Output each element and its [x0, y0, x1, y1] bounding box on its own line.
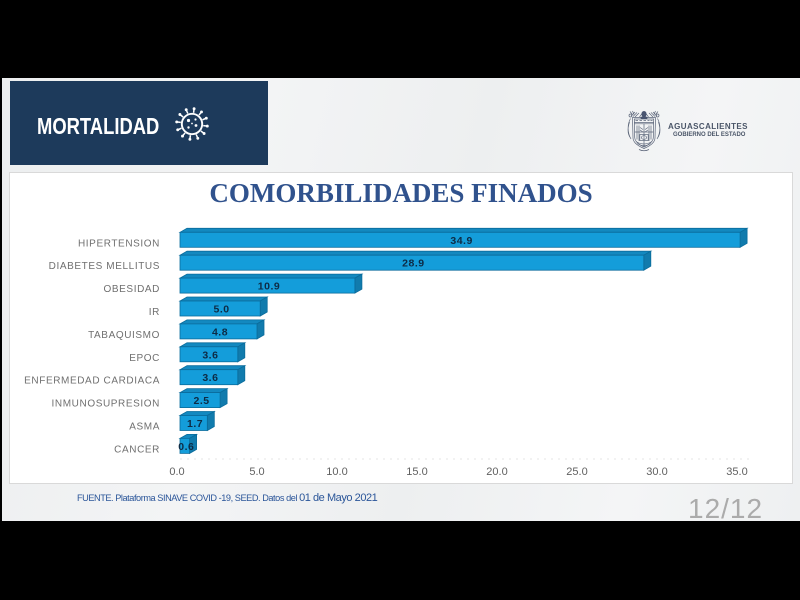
svg-text:10.0: 10.0 [326, 466, 347, 478]
svg-text:5.0: 5.0 [249, 466, 264, 478]
svg-text:5.0: 5.0 [214, 304, 230, 316]
svg-text:CANCER: CANCER [114, 444, 160, 455]
svg-text:TABAQUISMO: TABAQUISMO [88, 330, 160, 341]
svg-text:15.0: 15.0 [406, 466, 427, 478]
svg-text:30.0: 30.0 [646, 466, 667, 478]
svg-text:HIPERTENSION: HIPERTENSION [78, 238, 160, 249]
svg-text:10.9: 10.9 [258, 281, 280, 293]
svg-text:0.0: 0.0 [169, 466, 184, 478]
svg-text:35.0: 35.0 [726, 466, 747, 478]
svg-text:0.6: 0.6 [178, 441, 194, 453]
svg-text:3.6: 3.6 [202, 372, 218, 384]
svg-text:INMUNOSUPRESION: INMUNOSUPRESION [52, 399, 160, 410]
svg-text:OBESIDAD: OBESIDAD [104, 284, 160, 295]
svg-text:DIABETES MELLITUS: DIABETES MELLITUS [49, 261, 160, 272]
svg-text:34.9: 34.9 [450, 235, 472, 247]
svg-text:ASMA: ASMA [129, 422, 160, 433]
svg-text:3.6: 3.6 [202, 349, 218, 361]
svg-text:IR: IR [149, 307, 160, 318]
svg-text:2.5: 2.5 [194, 395, 210, 407]
svg-text:ENFERMEDAD CARDIACA: ENFERMEDAD CARDIACA [24, 376, 160, 387]
svg-text:25.0: 25.0 [566, 466, 587, 478]
svg-text:20.0: 20.0 [486, 466, 507, 478]
svg-text:1.7: 1.7 [187, 418, 203, 430]
svg-text:4.8: 4.8 [212, 326, 228, 338]
svg-text:EPOC: EPOC [129, 353, 160, 364]
svg-text:28.9: 28.9 [402, 258, 424, 270]
